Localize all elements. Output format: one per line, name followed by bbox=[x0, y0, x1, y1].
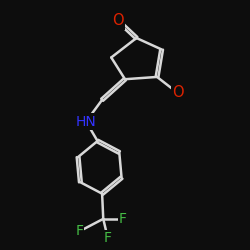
Text: O: O bbox=[172, 86, 183, 100]
Text: F: F bbox=[119, 212, 127, 226]
Text: HN: HN bbox=[76, 114, 96, 128]
Text: F: F bbox=[104, 231, 112, 245]
Text: F: F bbox=[75, 224, 83, 238]
Text: O: O bbox=[112, 13, 124, 28]
